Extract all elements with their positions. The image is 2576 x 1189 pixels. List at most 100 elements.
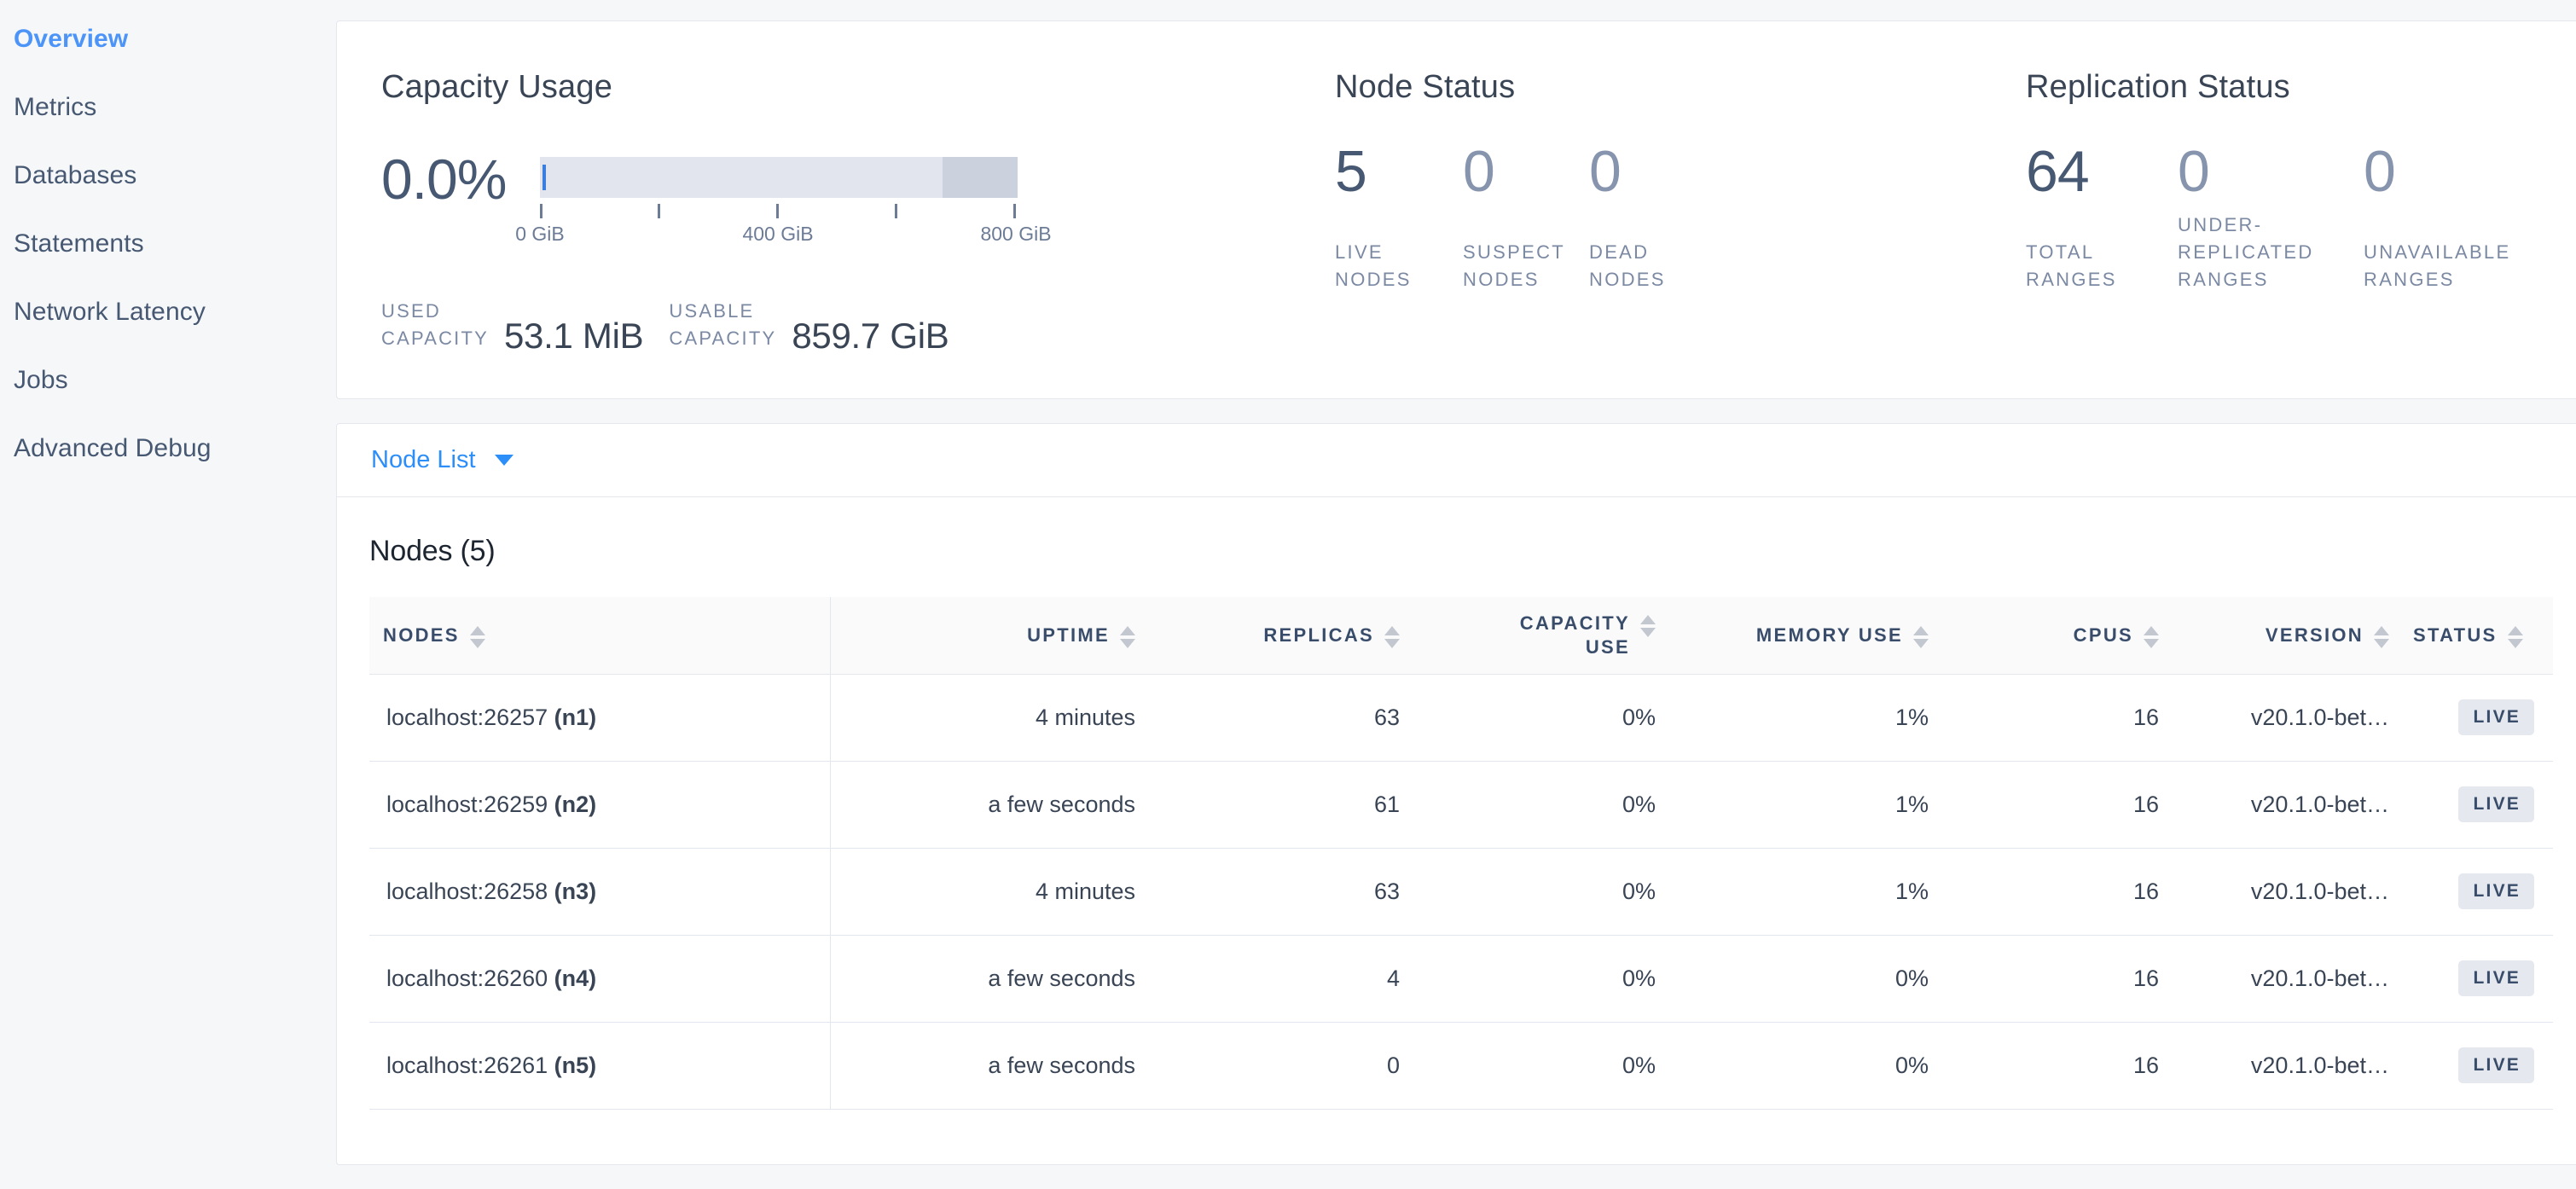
sort-icon[interactable] — [1640, 614, 1656, 637]
column-header-uptime[interactable]: UPTIME — [830, 597, 1154, 675]
column-header-memory-use[interactable]: MEMORY USE — [1674, 597, 1947, 675]
cell-replicas: 63 — [1154, 848, 1419, 936]
cell-cpus: 16 — [1947, 674, 2178, 762]
under-replicated-ranges-label-line1: REPLICATED — [2178, 241, 2314, 263]
table-row[interactable]: localhost:26260 (n4) a few seconds 4 0% … — [369, 935, 2553, 1023]
suspect-nodes-stat: 0 SUSPECT NODES — [1463, 138, 1589, 290]
status-badge: LIVE — [2457, 873, 2534, 909]
cell-uptime: 4 minutes — [830, 674, 1154, 762]
node-list-dropdown[interactable]: Node List — [371, 446, 513, 474]
cell-cpus: 16 — [1947, 935, 2178, 1023]
cell-node[interactable]: localhost:26258 (n3) — [369, 848, 831, 936]
live-nodes-label-line1: LIVE — [1335, 241, 1384, 263]
chevron-down-icon — [494, 455, 513, 466]
dead-nodes-value: 0 — [1589, 139, 1622, 204]
node-status-section: Node Status 5 LIVE NODES 0 SUSPECT NODE — [1294, 21, 1985, 398]
node-id: (n1) — [554, 704, 597, 730]
cell-cpus: 16 — [1947, 848, 2178, 936]
table-row[interactable]: localhost:26261 (n5) a few seconds 0 0% … — [369, 1022, 2553, 1110]
node-status-title: Node Status — [1335, 69, 1516, 105]
sort-icon[interactable] — [2374, 625, 2389, 648]
under-replicated-ranges-value: 0 — [2178, 139, 2210, 204]
usable-capacity-label-line1: USABLE — [669, 300, 755, 322]
cell-node[interactable]: localhost:26257 (n1) — [369, 674, 831, 762]
sidebar-item-jobs[interactable]: Jobs — [0, 346, 336, 415]
cell-node[interactable]: localhost:26259 (n2) — [369, 761, 831, 849]
column-header-capacity-use[interactable]: CAPACITY USE — [1419, 597, 1674, 675]
cell-cpus: 16 — [1947, 1022, 2178, 1110]
column-header-status[interactable]: STATUS — [2408, 597, 2553, 675]
sidebar-item-metrics[interactable]: Metrics — [0, 73, 336, 142]
cell-version: v20.1.0-bet… — [2178, 1022, 2408, 1110]
column-header-cpus[interactable]: CPUS — [1947, 597, 2178, 675]
capacity-usage-title: Capacity Usage — [381, 69, 613, 105]
capacity-usage-section: Capacity Usage 0.0% — [337, 21, 1294, 398]
sort-icon[interactable] — [2507, 625, 2523, 648]
capacity-percent-value: 0.0% — [381, 148, 507, 211]
node-id: (n5) — [554, 1052, 597, 1078]
sort-icon[interactable] — [1120, 625, 1135, 648]
total-ranges-label: TOTAL RANGES — [2026, 239, 2117, 293]
sidebar-item-advanced-debug[interactable]: Advanced Debug — [0, 415, 336, 483]
sort-icon[interactable] — [1384, 625, 1400, 648]
cell-capacity-use: 0% — [1419, 1022, 1674, 1110]
replication-status-title: Replication Status — [2026, 69, 2290, 105]
node-host: localhost:26261 — [386, 1052, 554, 1078]
cell-node[interactable]: localhost:26260 (n4) — [369, 935, 831, 1023]
column-header-replicas-label: REPLICAS — [1263, 624, 1374, 646]
sidebar-item-databases[interactable]: Databases — [0, 142, 336, 210]
used-capacity-stat: USED CAPACITY 53.1 MiB — [381, 298, 644, 356]
cell-status: LIVE — [2408, 1022, 2553, 1110]
used-capacity-label: USED CAPACITY — [381, 298, 489, 356]
sidebar: Overview Metrics Databases Statements Ne… — [0, 0, 336, 1189]
sidebar-item-label: Jobs — [14, 366, 68, 394]
axis-label-400: 400 GiB — [742, 223, 814, 245]
column-header-capacity-use-label: CAPACITY USE — [1519, 612, 1630, 658]
cell-replicas: 0 — [1154, 1022, 1419, 1110]
sidebar-item-statements[interactable]: Statements — [0, 210, 336, 278]
total-ranges-label-line1: TOTAL — [2026, 241, 2095, 263]
capacity-stats-row: USED CAPACITY 53.1 MiB USABLE CAPACITY 8… — [381, 298, 1294, 356]
table-row[interactable]: localhost:26257 (n1) 4 minutes 63 0% 1% … — [369, 674, 2553, 762]
capacity-chart-row: 0.0% — [381, 150, 1294, 246]
under-replicated-ranges-label: UNDER- REPLICATED RANGES — [2178, 212, 2314, 293]
table-row[interactable]: localhost:26258 (n3) 4 minutes 63 0% 1% … — [369, 848, 2553, 936]
sidebar-item-network-latency[interactable]: Network Latency — [0, 278, 336, 346]
cell-memory-use: 1% — [1674, 674, 1947, 762]
sidebar-item-label: Overview — [14, 25, 129, 53]
capacity-axis-labels: 0 GiB 400 GiB 800 GiB — [515, 223, 1052, 246]
table-row[interactable]: localhost:26259 (n2) a few seconds 61 0%… — [369, 761, 2553, 849]
sidebar-item-label: Advanced Debug — [14, 434, 212, 462]
used-capacity-label-line1: USED — [381, 300, 441, 322]
status-badge: LIVE — [2457, 699, 2534, 735]
sort-icon[interactable] — [469, 625, 485, 648]
sort-icon[interactable] — [1913, 625, 1929, 648]
column-header-replicas[interactable]: REPLICAS — [1154, 597, 1419, 675]
node-list-card: Node List Nodes (5) NODES — [336, 423, 2576, 1165]
column-header-nodes[interactable]: NODES — [369, 597, 831, 675]
cell-replicas: 63 — [1154, 674, 1419, 762]
cell-capacity-use: 0% — [1419, 674, 1674, 762]
cell-node[interactable]: localhost:26261 (n5) — [369, 1022, 831, 1110]
usable-capacity-value: 859.7 GiB — [792, 316, 949, 356]
replication-status-stats: 64 TOTAL RANGES 0 UNDER- REPLICATED RANG… — [2026, 138, 2576, 290]
cell-capacity-use: 0% — [1419, 761, 1674, 849]
sidebar-item-overview[interactable]: Overview — [0, 5, 336, 73]
capacity-bar-used-marker — [542, 165, 546, 190]
live-nodes-value: 5 — [1335, 139, 1367, 204]
cell-status: LIVE — [2408, 761, 2553, 849]
unavailable-ranges-value: 0 — [2364, 139, 2396, 204]
status-badge: LIVE — [2457, 786, 2534, 822]
cell-version: v20.1.0-bet… — [2178, 674, 2408, 762]
suspect-nodes-label: SUSPECT NODES — [1463, 239, 1565, 293]
capacity-bar-track — [540, 157, 1018, 198]
column-header-cpus-label: CPUS — [2073, 624, 2133, 646]
column-header-version[interactable]: VERSION — [2178, 597, 2408, 675]
sort-icon[interactable] — [2144, 625, 2159, 648]
cell-memory-use: 1% — [1674, 848, 1947, 936]
unavailable-ranges-label-line2: RANGES — [2364, 269, 2455, 290]
cell-version: v20.1.0-bet… — [2178, 848, 2408, 936]
main-content: Capacity Usage 0.0% — [336, 0, 2576, 1189]
cell-cpus: 16 — [1947, 761, 2178, 849]
node-id: (n4) — [554, 965, 597, 991]
